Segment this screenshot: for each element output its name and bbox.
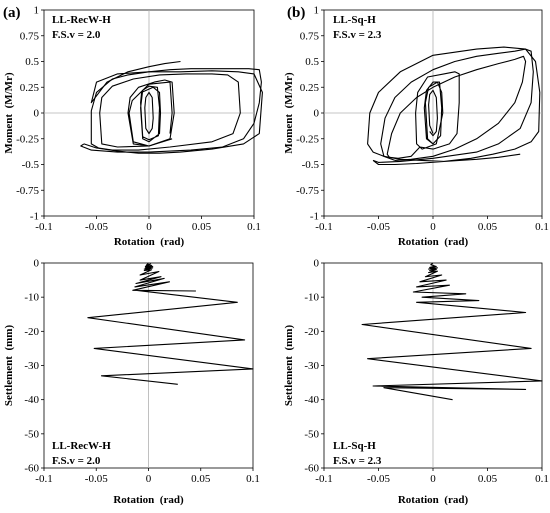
y-tick-label: -40 xyxy=(304,394,319,406)
x-tick-label: -0.05 xyxy=(85,221,108,233)
series-line xyxy=(386,55,527,161)
x-tick-label: 0 xyxy=(146,221,152,233)
y-tick-label: 0.5 xyxy=(305,56,319,68)
series-line xyxy=(140,85,162,143)
series-line xyxy=(428,89,438,137)
y-tick-label: 0 xyxy=(34,258,40,270)
x-axis-label: Rotation (rad) xyxy=(114,236,185,248)
y-tick-label: -30 xyxy=(304,360,319,372)
x-tick-label: -0.1 xyxy=(315,473,332,485)
series-line xyxy=(98,73,241,151)
x-axis-label: Rotation (rad) xyxy=(398,236,469,248)
moment-chart-right: -0.1 -0.05 0 0.05 0.1 1 0.75 0.5 0.25 0 -0.25 -0.5 -… xyxy=(283,5,549,249)
x-tick-label: -0.1 xyxy=(315,221,332,233)
series-line xyxy=(423,81,444,145)
y-tick-label: -60 xyxy=(304,463,319,475)
y-tick-label: -20 xyxy=(24,326,39,338)
y-tick-label: 0.25 xyxy=(300,82,320,94)
y-tick-label: 0.75 xyxy=(300,30,320,42)
series-line xyxy=(361,262,543,401)
series-line xyxy=(127,79,175,147)
x-tick-label: 0.1 xyxy=(535,221,549,233)
y-tick-label: 0 xyxy=(34,108,40,120)
y-tick-label: -0.25 xyxy=(296,133,319,145)
y-tick-label: 1 xyxy=(314,5,320,17)
chart-annotation-fs: F.S.v = 2.3 xyxy=(333,29,382,41)
series-line xyxy=(80,68,262,153)
x-tick-label: -0.05 xyxy=(367,473,390,485)
chart-annotation-title: LL-Sq-H xyxy=(333,14,376,26)
y-tick-label: -1 xyxy=(310,211,319,223)
y-tick-label: -50 xyxy=(304,428,319,440)
y-tick-label: -50 xyxy=(24,428,39,440)
y-axis-label: Moment (M/Mr) xyxy=(283,72,295,154)
y-tick-label: -10 xyxy=(24,292,39,304)
settlement-chart-left: -0.1 -0.05 0 0.05 0.1 0 -10 -20 -30 -40 -50 -60 LL-… xyxy=(3,258,260,507)
series-line xyxy=(372,48,534,163)
series-line xyxy=(144,91,154,135)
moment-chart-left: -0.1 -0.05 0 0.05 0.1 1 0.75 0.5 0.25 0 -0.25 -0.5 -… xyxy=(3,5,263,248)
y-tick-label: -1 xyxy=(30,211,39,223)
x-tick-label: 0.1 xyxy=(247,221,261,233)
x-tick-label: 0 xyxy=(430,221,436,233)
y-tick-label: -0.75 xyxy=(16,185,39,197)
y-tick-label: -0.75 xyxy=(296,185,319,197)
panel-tag-a: (a) xyxy=(3,5,21,21)
x-tick-label: 0.05 xyxy=(478,473,498,485)
x-tick-label: -0.05 xyxy=(367,221,390,233)
x-tick-label: 0.1 xyxy=(535,473,549,485)
x-tick-label: 0.05 xyxy=(478,221,498,233)
chart-annotation-title: LL-Sq-H xyxy=(333,440,376,452)
y-tick-label: 0 xyxy=(314,108,320,120)
y-tick-label: -10 xyxy=(304,292,319,304)
y-tick-label: -60 xyxy=(24,463,39,475)
x-axis-label: Rotation (rad) xyxy=(398,494,469,506)
x-tick-label: 0.1 xyxy=(246,473,260,485)
y-tick-label: 0.5 xyxy=(25,56,39,68)
x-tick-label: 0 xyxy=(146,473,152,485)
series-line xyxy=(367,46,541,166)
y-tick-label: 1 xyxy=(34,5,40,17)
x-tick-label: 0.05 xyxy=(191,473,211,485)
y-tick-label: 0.25 xyxy=(20,82,40,94)
y-tick-label: 0.75 xyxy=(20,30,40,42)
x-tick-label: -0.1 xyxy=(35,221,52,233)
chart-annotation-fs: F.S.v = 2.0 xyxy=(52,29,101,41)
x-tick-label: 0 xyxy=(430,473,436,485)
y-axis-label: Moment (M/Mr) xyxy=(3,72,15,154)
y-axis-label: Settlement (mm) xyxy=(3,325,15,407)
y-tick-label: -0.5 xyxy=(302,159,320,171)
chart-annotation-title: LL-RecW-H xyxy=(52,440,111,452)
x-tick-label: -0.05 xyxy=(85,473,108,485)
chart-annotation-fs: F.S.v = 2.0 xyxy=(52,455,101,467)
y-tick-label: -20 xyxy=(304,326,319,338)
y-axis-label: Settlement (mm) xyxy=(283,325,295,407)
x-tick-label: -0.1 xyxy=(35,473,52,485)
x-axis-label: Rotation (rad) xyxy=(113,494,184,506)
series-line xyxy=(83,60,263,154)
y-tick-label: -0.5 xyxy=(22,159,40,171)
panel-tag-b: (b) xyxy=(287,5,305,21)
y-tick-label: 0 xyxy=(314,258,320,270)
chart-annotation-fs: F.S.v = 2.3 xyxy=(333,455,382,467)
y-tick-label: -0.25 xyxy=(16,133,39,145)
series-line xyxy=(87,262,254,385)
y-tick-label: -30 xyxy=(24,360,39,372)
chart-annotation-title: LL-RecW-H xyxy=(52,14,111,26)
x-tick-label: 0.05 xyxy=(192,221,212,233)
y-tick-label: -40 xyxy=(24,394,39,406)
